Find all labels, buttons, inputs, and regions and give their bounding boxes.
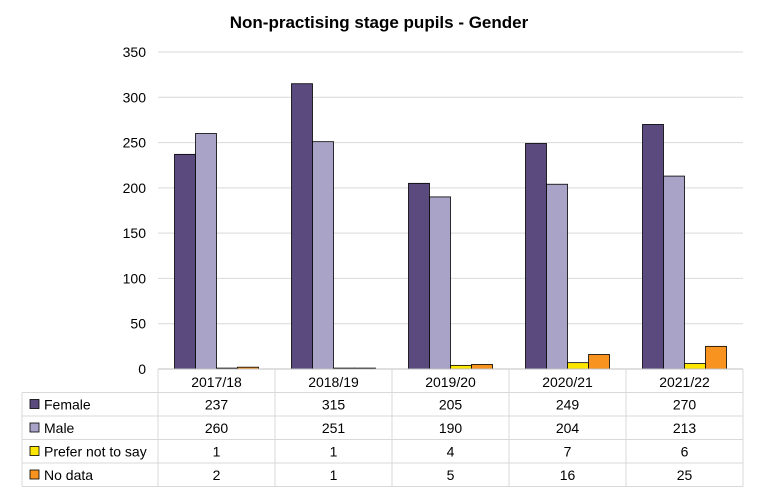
y-tick-label: 50	[130, 316, 146, 332]
data-label: 1	[330, 444, 338, 460]
data-label: 213	[673, 420, 697, 436]
bar	[525, 143, 547, 370]
data-label: 2	[213, 467, 221, 483]
y-tick-label: 200	[123, 180, 147, 196]
bar	[408, 182, 430, 370]
y-tick-label: 150	[123, 225, 147, 241]
data-label: 237	[205, 397, 229, 413]
data-label: 25	[677, 467, 693, 483]
x-tick-label: 2021/22	[659, 374, 710, 390]
y-tick-label: 250	[123, 135, 147, 151]
y-tick-label: 0	[138, 361, 146, 377]
bars	[158, 83, 743, 370]
chart-title: Non-practising stage pupils - Gender	[230, 13, 529, 32]
y-tick-label: 300	[123, 89, 147, 105]
data-label: 1	[330, 467, 338, 483]
data-label: 315	[322, 397, 346, 413]
data-label: 4	[447, 444, 455, 460]
y-axis: 0 50 100 150 200 250 300 350	[123, 44, 147, 377]
data-table: 2017/18 2018/19 2019/20 2020/21 2021/22 Femal…	[21, 369, 744, 487]
bar	[663, 175, 685, 370]
x-tick-label: 2018/19	[308, 374, 359, 390]
bar	[174, 153, 196, 370]
bar	[312, 141, 334, 370]
bar	[588, 354, 610, 370]
bar	[450, 364, 472, 370]
data-label: 270	[673, 397, 697, 413]
legend-label: Male	[44, 420, 75, 436]
legend-label: Female	[44, 397, 91, 413]
data-label: 7	[564, 444, 572, 460]
data-label: 5	[447, 467, 455, 483]
legend-swatch	[29, 422, 40, 433]
data-label: 190	[439, 420, 463, 436]
x-tick-label: 2019/20	[425, 374, 476, 390]
bar	[429, 196, 451, 370]
x-tick-label: 2020/21	[542, 374, 593, 390]
data-label: 251	[322, 420, 346, 436]
y-tick-label: 350	[123, 44, 147, 60]
data-label: 205	[439, 397, 463, 413]
data-label: 16	[560, 467, 576, 483]
bar	[642, 124, 664, 370]
data-label: 204	[556, 420, 580, 436]
data-label: 1	[213, 444, 221, 460]
bar	[291, 83, 313, 370]
data-label: 260	[205, 420, 229, 436]
legend-swatch	[29, 399, 40, 409]
data-label: 249	[556, 397, 580, 413]
y-tick-label: 100	[123, 270, 147, 286]
legend-swatch	[29, 469, 40, 480]
bar	[705, 345, 727, 370]
bar	[567, 362, 589, 370]
x-tick-label: 2017/18	[191, 374, 242, 390]
legend-swatch	[29, 446, 40, 456]
data-label: 6	[681, 444, 689, 460]
bar	[471, 364, 493, 370]
bar	[195, 133, 217, 370]
bar	[684, 363, 706, 370]
bar	[546, 183, 568, 370]
legend-label: Prefer not to say	[44, 444, 147, 460]
legend-label: No data	[44, 467, 93, 483]
